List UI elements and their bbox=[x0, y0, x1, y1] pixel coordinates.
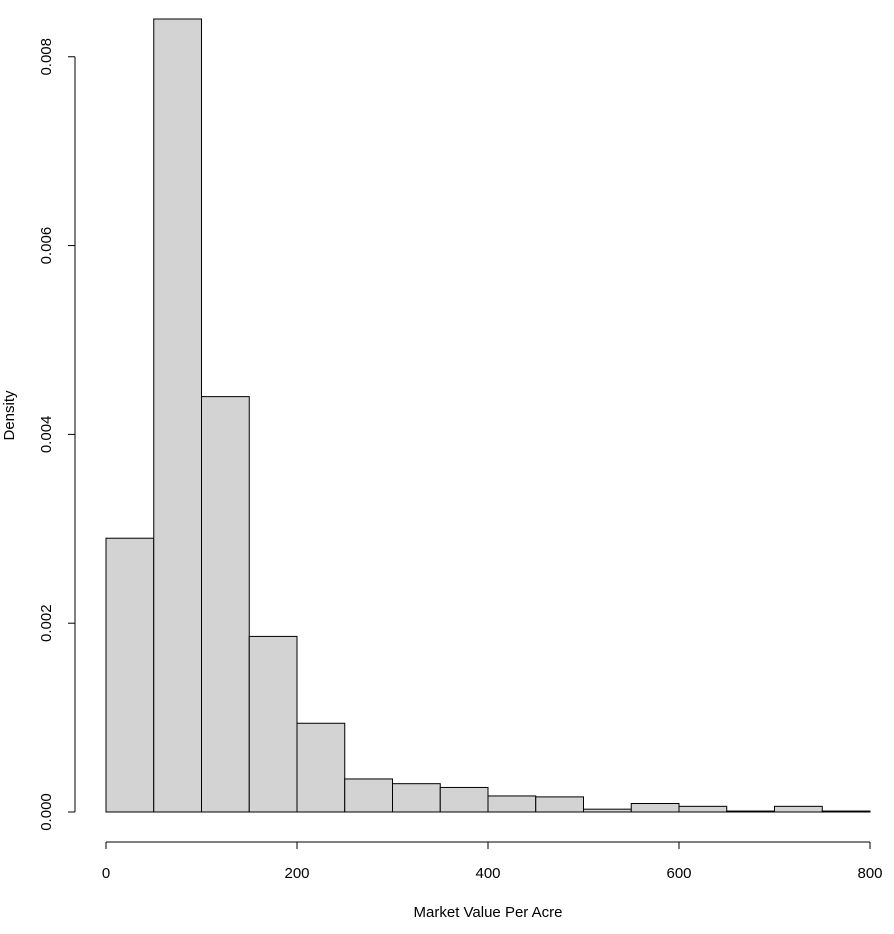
histogram-bar bbox=[105, 537, 155, 813]
histogram-bar bbox=[630, 803, 680, 813]
bars-group bbox=[105, 18, 871, 813]
histogram-bar bbox=[821, 810, 871, 813]
y-tick-label: 0.004 bbox=[38, 416, 55, 454]
x-tick-label: 800 bbox=[857, 865, 882, 882]
x-axis-title: Market Value Per Acre bbox=[414, 904, 563, 921]
histogram-bar bbox=[296, 722, 346, 813]
histogram-bar bbox=[248, 635, 298, 813]
histogram-bar bbox=[583, 808, 632, 813]
histogram-bar bbox=[726, 810, 775, 813]
x-tick-label: 0 bbox=[102, 865, 110, 882]
y-tick-label: 0.002 bbox=[38, 604, 55, 642]
x-tick-label: 400 bbox=[475, 865, 500, 882]
y-axis: 0.000 0.002 0.004 0.006 0.008 bbox=[38, 38, 76, 831]
x-axis: 0 200 400 600 800 bbox=[102, 841, 883, 882]
y-tick-label: 0.008 bbox=[38, 38, 55, 76]
histogram-bar bbox=[153, 18, 202, 813]
y-tick-label: 0.006 bbox=[38, 227, 55, 265]
histogram-bar bbox=[344, 778, 393, 813]
histogram-bar bbox=[392, 783, 441, 813]
x-tick-label: 600 bbox=[666, 865, 691, 882]
y-axis-title: Density bbox=[1, 390, 18, 441]
histogram-bar bbox=[201, 396, 250, 813]
histogram-bar bbox=[535, 796, 584, 813]
y-tick-label: 0.000 bbox=[38, 793, 55, 831]
histogram-bar bbox=[678, 805, 728, 813]
histogram-bar bbox=[439, 786, 489, 813]
histogram-bar bbox=[487, 795, 537, 813]
histogram-bar bbox=[774, 805, 823, 813]
x-tick-label: 200 bbox=[284, 865, 309, 882]
